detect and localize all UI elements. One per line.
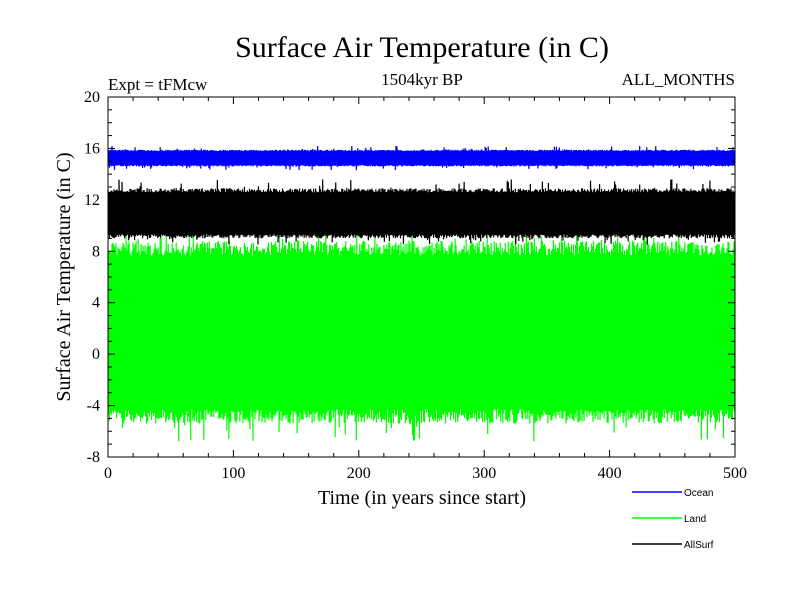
- chart-title: Surface Air Temperature (in C): [235, 31, 609, 64]
- period-label: 1504kyr BP: [381, 70, 463, 89]
- y-tick-label: 0: [92, 346, 100, 363]
- x-tick-label: 0: [104, 465, 112, 482]
- y-tick-label: 4: [92, 295, 100, 312]
- series-line-ocean: [107, 145, 736, 171]
- axis-layer: 0 100 200 300 400 500 -8 -4 0 4 8 12 16 20: [84, 89, 747, 482]
- series-line-land: [107, 234, 736, 442]
- legend-label-land: Land: [684, 514, 706, 525]
- legend: Ocean Land AllSurf: [632, 488, 714, 551]
- x-tick-label: 300: [472, 465, 496, 482]
- y-tick-label: 20: [84, 89, 100, 106]
- x-tick-label: 200: [347, 465, 371, 482]
- y-axis-label: Surface Air Temperature (in C): [53, 152, 75, 401]
- x-tick-label: 500: [723, 465, 747, 482]
- y-tick-label: 16: [84, 140, 100, 157]
- x-tick-label: 400: [598, 465, 622, 482]
- legend-label-allsurf: AllSurf: [684, 540, 714, 551]
- y-tick-label: 8: [92, 243, 100, 260]
- x-axis-label: Time (in years since start): [318, 487, 526, 509]
- series-line-allsurf: [107, 179, 736, 245]
- y-tick-label: 12: [84, 192, 100, 209]
- y-tick-label: -8: [87, 449, 100, 466]
- series-layer: [107, 145, 736, 442]
- y-tick-label: -4: [87, 398, 100, 415]
- x-tick-label: 100: [221, 465, 245, 482]
- legend-label-ocean: Ocean: [684, 488, 713, 499]
- experiment-label: Expt = tFMcw: [108, 75, 208, 94]
- months-label: ALL_MONTHS: [622, 70, 735, 89]
